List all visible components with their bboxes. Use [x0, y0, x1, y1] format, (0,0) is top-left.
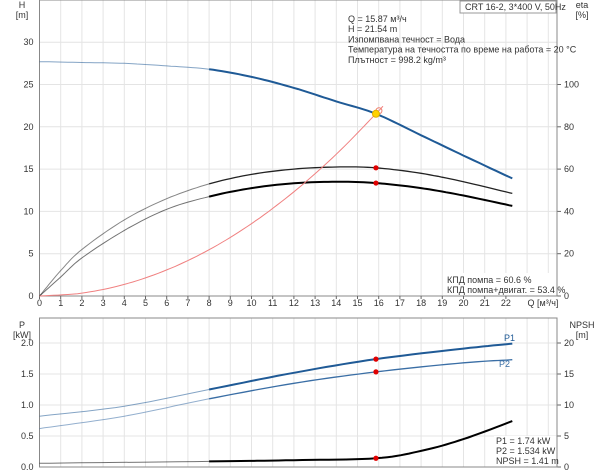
- power-info-line: P1 = 1.74 kW: [496, 436, 551, 446]
- operating-point-eta-total: [373, 180, 379, 186]
- y-axis-unit-right: [m]: [576, 330, 589, 340]
- x-tick-label: 15: [352, 298, 362, 308]
- x-tick-label: 4: [122, 298, 127, 308]
- y-axis-label-right: eta: [576, 0, 589, 10]
- x-axis-label: Q [м³/ч]: [528, 298, 559, 308]
- series-line-P1-extended: [39, 389, 210, 417]
- x-tick-label: 0: [37, 298, 42, 308]
- x-tick-label: 18: [416, 298, 426, 308]
- y-axis-label-left: P: [19, 320, 25, 330]
- y-axis-unit-left: [kW]: [13, 330, 31, 340]
- series-label-p2: P2: [499, 359, 510, 369]
- y-tick-label-left: 0: [28, 291, 33, 301]
- y-axis-label-right: NPSH: [569, 320, 594, 330]
- series-line-system: [39, 105, 384, 297]
- x-tick-label: 12: [289, 298, 299, 308]
- plot-frame: [39, 0, 558, 297]
- info-line: H = 21.54 m: [348, 24, 397, 34]
- y-tick-label-right: 80: [564, 122, 574, 132]
- x-tick-label: 2: [79, 298, 84, 308]
- y-tick-label-right: 0: [564, 462, 569, 472]
- info-line: Q = 15.87 м³/ч: [348, 14, 407, 24]
- x-tick-label: 8: [207, 298, 212, 308]
- x-tick-label: 9: [228, 298, 233, 308]
- eta-info-line: КПД помпа = 60.6 %: [447, 275, 532, 285]
- y-tick-label-left: 15: [23, 164, 33, 174]
- y-tick-label-left: 30: [23, 37, 33, 47]
- series-label-p1: P1: [504, 333, 515, 343]
- x-tick-label: 13: [310, 298, 320, 308]
- series-line-eta_pump-extended: [39, 183, 210, 297]
- series-line-P2-extended: [39, 398, 210, 430]
- y-tick-label-right: 10: [564, 400, 574, 410]
- eta-info-line: КПД помпа+двигат. = 53.4 %: [447, 285, 565, 295]
- series-line-H: [208, 68, 513, 180]
- y-tick-label-right: 5: [564, 431, 569, 441]
- y-tick-label-left: 20: [23, 122, 33, 132]
- y-tick-label-right: 60: [564, 164, 574, 174]
- x-tick-label: 20: [458, 298, 468, 308]
- y-axis-unit-left: [m]: [16, 10, 29, 20]
- power-info-line: P2 = 1.534 kW: [496, 446, 556, 456]
- series-line-P1: [208, 342, 513, 391]
- info-line: Плътност = 998.2 kg/m³: [348, 55, 446, 65]
- y-tick-label-right: 40: [564, 206, 574, 216]
- x-tick-label: 11: [268, 298, 277, 308]
- operating-point-p2: [373, 369, 379, 375]
- series-line-NPSH: [209, 420, 513, 463]
- y-tick-label-left: 1.5: [21, 369, 34, 379]
- operating-point-p1: [373, 356, 379, 362]
- y-tick-label-right: 15: [564, 369, 574, 379]
- eta-info-bg: [444, 273, 556, 295]
- x-tick-label: 22: [501, 298, 511, 308]
- y-axis-label-left: H: [19, 0, 26, 10]
- series-line-P2: [208, 359, 513, 400]
- y-tick-label-left: 25: [23, 80, 33, 90]
- x-tick-label: 21: [480, 298, 490, 308]
- series-line-eta_total: [208, 180, 513, 207]
- x-tick-label: 16: [374, 298, 384, 308]
- y-tick-label-left: 0.0: [21, 462, 34, 472]
- y-tick-label-right: 20: [564, 338, 574, 348]
- series-line-eta_pump: [208, 166, 513, 195]
- x-tick-label: 3: [101, 298, 106, 308]
- x-tick-label: 6: [164, 298, 169, 308]
- y-tick-label-left: 1.0: [21, 400, 34, 410]
- y-tick-label-left: 2.0: [21, 338, 34, 348]
- series-line-NPSH-extended: [39, 460, 210, 464]
- x-tick-label: 7: [185, 298, 190, 308]
- x-tick-label: 1: [58, 298, 63, 308]
- series-line-eta_total-extended: [39, 196, 210, 297]
- chart-title: CRT 16-2, 3*400 V, 50Hz: [465, 2, 566, 12]
- y-tick-label-right: 20: [564, 249, 574, 259]
- title-box: [459, 0, 557, 14]
- info-line: Температура на течността по време на раб…: [348, 45, 577, 55]
- y-axis-unit-right: [%]: [575, 10, 588, 20]
- x-tick-label: 10: [246, 298, 256, 308]
- operating-point-eta-pump: [373, 165, 379, 171]
- x-tick-label: 19: [437, 298, 447, 308]
- y-tick-label-left: 5: [28, 249, 33, 259]
- y-tick-label-left: 0.5: [21, 431, 34, 441]
- plot-frame: [39, 317, 558, 468]
- series-line-H-extended: [39, 61, 210, 70]
- info-line: Изпомпвана течност = Вода: [348, 34, 465, 44]
- x-tick-label: 17: [395, 298, 405, 308]
- operating-point-head: [371, 109, 380, 118]
- x-tick-label: 5: [143, 298, 148, 308]
- y-tick-label-right: 0: [564, 291, 569, 301]
- y-tick-label-left: 10: [23, 206, 33, 216]
- x-tick-label: 14: [331, 298, 341, 308]
- y-tick-label-right: 100: [564, 80, 579, 90]
- operating-point-npsh: [373, 455, 379, 461]
- power-info-bg: [494, 436, 556, 466]
- power-info-line: NPSH = 1.41 m: [496, 456, 559, 466]
